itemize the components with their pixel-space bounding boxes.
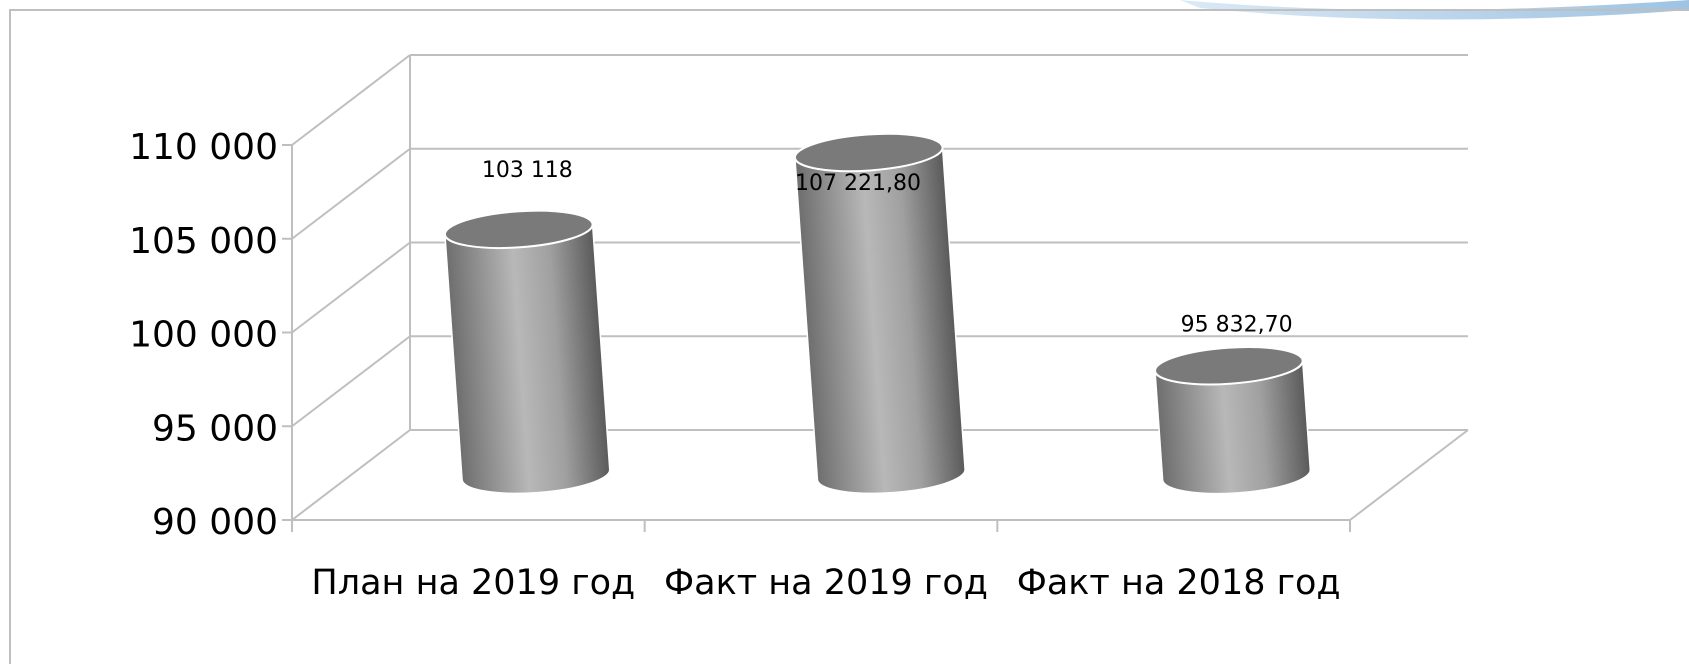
decoration: [1180, 0, 1689, 20]
wall-grid-line: [291, 147, 411, 240]
y-tick-label: 100 000: [129, 315, 278, 356]
value-label: 95 832,70: [1181, 313, 1293, 338]
wall-grid-line: [291, 241, 411, 334]
frame: [9, 9, 1689, 664]
cylinder-body: [794, 146, 966, 495]
x-tick-label: Факт на 2018 год: [1017, 563, 1341, 603]
wall-grid-line: [291, 54, 411, 146]
cylinder-body: [444, 223, 611, 495]
cylinder: [793, 132, 966, 495]
cylinder-top: [443, 209, 594, 250]
floor-line: [1349, 429, 1469, 521]
wall-grid-line: [291, 335, 411, 428]
cylinder: [443, 209, 611, 495]
y-tick-label: 95 000: [152, 408, 278, 449]
value-label: 103 118: [482, 158, 573, 183]
y-tick-label: 105 000: [129, 221, 278, 262]
value-label: 107 221,80: [795, 171, 921, 196]
x-tick-label: Факт на 2019 год: [664, 563, 988, 603]
wall-grid-line: [291, 429, 411, 521]
cylinder-top: [793, 132, 944, 173]
cylinder: [1154, 346, 1312, 495]
y-tick-label: 90 000: [152, 502, 278, 543]
cylinder-body: [1154, 359, 1312, 495]
x-tick-label: План на 2019 год: [311, 563, 635, 603]
y-tick-label: 110 000: [129, 127, 278, 168]
cylinder-top: [1154, 346, 1304, 386]
